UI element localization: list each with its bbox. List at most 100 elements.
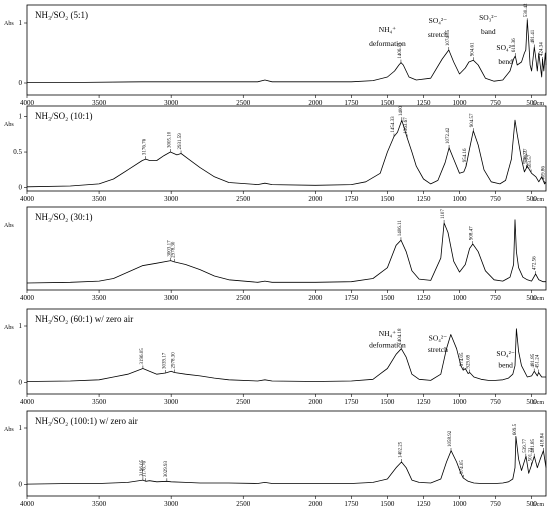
x-tick-label: 4000 <box>20 294 35 302</box>
x-tick-label: 1500 <box>380 294 395 302</box>
x-unit-label: 1/cm <box>532 197 544 203</box>
y-tick-label: 1 <box>19 322 23 330</box>
x-tick-label: 2500 <box>236 294 251 302</box>
panel-title: NH₃/SO₂ (5:1) <box>35 10 88 20</box>
x-tick-label: 1250 <box>416 294 431 302</box>
band-annotation: stretch <box>428 345 448 354</box>
peak-label: 3176.76 <box>143 138 148 155</box>
peak-label: 1400 <box>399 106 404 117</box>
peak-label: 1107 <box>441 209 446 219</box>
peak-label: 3005.10 <box>167 131 172 148</box>
x-tick-label: 1250 <box>416 398 431 406</box>
peak-label: 451.24 <box>536 354 541 368</box>
peak-label: 3003.17 <box>168 240 173 257</box>
spectrum-line <box>27 19 547 83</box>
panel-title: NH₃/SO₂ (100:1) w/ zero air <box>35 416 138 426</box>
plot-frame <box>26 206 547 291</box>
peak-label: 613.36 <box>512 38 517 52</box>
plot-frame <box>26 4 547 96</box>
y-tick-label: 1 <box>19 424 23 432</box>
x-tick-label: 500 <box>526 195 537 203</box>
x-tick-label: 750 <box>490 195 501 203</box>
panel-title: NH₃/SO₂ (60:1) w/ zero air <box>35 314 133 324</box>
band-annotation: NH₄⁺ <box>379 329 396 338</box>
peak-label: 2978.30 <box>171 352 176 369</box>
x-tick-label: 1000 <box>453 500 468 508</box>
band-annotation: SO₄²⁻ <box>429 334 447 343</box>
panel-title: NH₃/SO₂ (10:1) <box>35 111 93 121</box>
x-tick-label: 3500 <box>92 398 107 406</box>
x-tick-label: 1250 <box>416 195 431 203</box>
peak-label: 954.16 <box>463 148 468 162</box>
x-unit-label: 1/cm <box>532 296 544 302</box>
y-tick-label: 0.5 <box>13 148 22 156</box>
peak-label: 1072.42 <box>446 127 451 144</box>
spectrum-line <box>26 436 547 485</box>
x-tick-label: 4000 <box>20 99 35 107</box>
peak-label: 472.56 <box>533 256 538 270</box>
x-tick-label: 1250 <box>416 500 431 508</box>
peak-label: 904.61 <box>470 42 475 56</box>
x-tick-label: 3500 <box>92 294 107 302</box>
x-tick-label: 1750 <box>344 99 359 107</box>
peak-label: 929.69 <box>467 354 472 368</box>
spectrum-panel-2: NH₃/SO₂ (10:1) Abs 0 0.5 1 4000 3500 3000 2500 20… <box>4 105 547 203</box>
x-tick-label: 2000 <box>308 398 323 406</box>
band-annotation: stretch <box>428 30 448 39</box>
x-tick-label: 1000 <box>453 398 468 406</box>
peak-label: 481.85 <box>531 353 536 367</box>
band-annotation: bend <box>498 360 513 369</box>
x-tick-label: 2000 <box>308 99 323 107</box>
x-tick-label: 3000 <box>164 99 179 107</box>
peak-label: 974.05 <box>460 352 465 366</box>
x-tick-label: 1000 <box>453 294 468 302</box>
y-axis-label: Abs <box>4 427 14 433</box>
spectrum-line <box>26 119 547 188</box>
y-axis-label: Abs <box>4 223 14 229</box>
x-tick-label: 500 <box>526 500 537 508</box>
x-tick-label: 2500 <box>236 99 251 107</box>
x-tick-label: 500 <box>526 294 537 302</box>
peak-label: 481.85 <box>531 438 536 452</box>
x-unit-label: 1/cm <box>532 502 544 508</box>
x-tick-label: 3500 <box>92 500 107 508</box>
x-tick-label: 1500 <box>380 398 395 406</box>
peak-label: 3176.76 <box>143 460 148 477</box>
peak-label: 1454.33 <box>391 116 396 133</box>
peak-label: 481.41 <box>531 29 536 43</box>
y-tick-label: 0 <box>19 379 23 387</box>
plot-frame <box>26 308 547 395</box>
x-tick-label: 1000 <box>453 195 468 203</box>
x-tick-label: 2000 <box>308 294 323 302</box>
peak-label: 3196.05 <box>140 348 145 365</box>
y-tick-label: 0 <box>19 183 23 191</box>
x-tick-label: 3500 <box>92 195 107 203</box>
x-tick-label: 1750 <box>344 195 359 203</box>
peak-label: 539.77 <box>523 438 528 452</box>
x-tick-label: 2500 <box>236 398 251 406</box>
peak-label: 503.57 <box>528 154 533 168</box>
x-tick-label: 2000 <box>308 195 323 203</box>
x-tick-label: 2000 <box>308 500 323 508</box>
x-tick-label: 500 <box>526 99 537 107</box>
peak-label: 1363.67 <box>404 117 409 134</box>
x-tick-label: 3000 <box>164 500 179 508</box>
x-tick-label: 1750 <box>344 500 359 508</box>
plot-frame <box>26 105 547 192</box>
band-annotation: SO₃²⁻ <box>479 13 497 22</box>
peak-label: 1406.11 <box>398 42 403 59</box>
x-tick-label: 3500 <box>92 99 107 107</box>
peak-label: 1058.92 <box>448 430 453 447</box>
peak-label: 530.42 <box>524 3 529 17</box>
peak-label: 2978.30 <box>171 241 176 258</box>
x-tick-label: 1500 <box>380 500 395 508</box>
peak-label: 1406.11 <box>398 220 403 237</box>
spectrum-panel-1: NH₃/SO₂ (5:1) Abs 0 1 4000 3500 3000 2500 2000 17… <box>4 3 547 107</box>
x-tick-label: 750 <box>490 99 501 107</box>
x-unit-label: 1/cm <box>532 101 544 107</box>
peak-label: 2931.59 <box>178 133 183 150</box>
peak-label: 530.77 <box>524 148 529 162</box>
band-annotation: SO₄²⁻ <box>496 43 514 52</box>
x-tick-label: 1750 <box>344 398 359 406</box>
